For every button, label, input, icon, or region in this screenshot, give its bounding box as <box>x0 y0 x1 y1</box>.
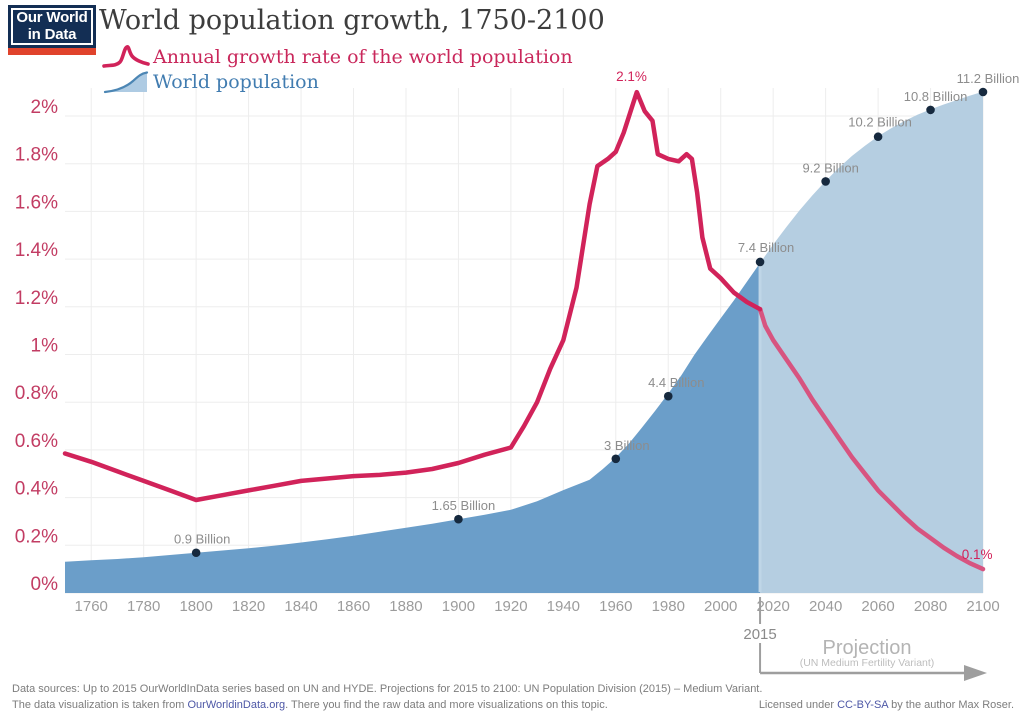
x-axis-tick-label: 1900 <box>442 598 475 615</box>
population-marker-dot <box>663 391 673 401</box>
y-axis-tick-label: 1.4% <box>15 240 58 261</box>
visualization-note-post: . There you find the raw data and more v… <box>285 699 608 711</box>
y-axis-tick-label: 1% <box>31 336 59 357</box>
population-area-projection <box>760 91 983 593</box>
population-area-historic <box>65 262 761 593</box>
population-markers: 0.9 Billion 1.65 Billion 3 Billion 4.4 Bill… <box>174 71 1020 558</box>
license-note-post: by the author Max Roser. <box>888 699 1014 711</box>
projection-label: Projection <box>823 637 912 659</box>
population-marker-label: 0.9 Billion <box>174 532 230 547</box>
projection-marker: 2015 Projection(UN Medium Fertility Varia… <box>743 597 987 681</box>
population-marker-label: 10.8 Billion <box>904 89 968 104</box>
population-marker-label: 1.65 Billion <box>432 498 496 513</box>
projection-sublabel: (UN Medium Fertility Variant) <box>800 657 935 669</box>
visualization-note-pre: The data visualization is taken from <box>12 699 188 711</box>
x-axis-tick-label: 1780 <box>127 598 160 615</box>
growth-rate-line-projection <box>757 306 986 572</box>
owid-logo-red-bar <box>8 48 96 55</box>
y-axis-tick-label: 0.2% <box>15 526 58 547</box>
y-axis-tick-label: 0% <box>31 574 59 595</box>
axes: 0% 0.2% 0.4% 0.6% 0.8% 1% 1.2% 1.4% 1.6% 1.8% 2% 17… <box>15 97 1000 615</box>
population-legend-icon <box>103 71 149 94</box>
population-marker-label: 7.4 Billion <box>738 240 794 255</box>
y-axis-tick-label: 1.6% <box>15 192 58 213</box>
x-axis-tick-label: 1880 <box>389 598 422 615</box>
owid-link[interactable]: OurWorldinData.org <box>187 699 286 711</box>
population-marker-dot <box>873 132 883 142</box>
owid-logo-line1: Our World <box>16 8 88 26</box>
population-marker-label: 3 Billion <box>604 438 650 453</box>
license-note: Licensed under CC-BY-SA by the author Ma… <box>759 699 1014 711</box>
owid-logo-line2: in Data <box>27 25 77 43</box>
x-axis-tick-label: 1860 <box>337 598 370 615</box>
x-axis-tick-label: 2020 <box>756 598 789 615</box>
growth-rate-annotation: 2.1% <box>616 69 647 84</box>
data-sources-note: Data sources: Up to 2015 OurWorldInData … <box>12 683 763 695</box>
x-axis-tick-label: 2000 <box>704 598 737 615</box>
x-axis-tick-label: 2040 <box>809 598 842 615</box>
chart-title: World population growth, 1750-2100 <box>99 5 605 36</box>
x-axis-tick-label: 1760 <box>75 598 108 615</box>
growth-rate-annotation: 0.1% <box>962 547 993 562</box>
y-axis-tick-label: 2% <box>31 97 59 118</box>
x-axis-tick-label: 1980 <box>652 598 685 615</box>
legend-label-world-population: World population <box>153 71 319 93</box>
y-axis-tick-label: 0.8% <box>15 383 58 404</box>
population-marker-label: 10.2 Billion <box>848 115 912 130</box>
x-axis-tick-label: 1800 <box>179 598 212 615</box>
population-marker-label: 4.4 Billion <box>648 375 704 390</box>
population-marker-dot <box>978 87 988 97</box>
population-marker-dot <box>926 105 935 115</box>
owid-logo-text: Our World in Data <box>11 8 93 45</box>
legend-item-world-population[interactable]: World population <box>101 70 319 94</box>
population-marker-dot <box>755 257 765 267</box>
population-marker-label: 9.2 Billion <box>802 160 858 175</box>
population-marker-label: 11.2 Billion <box>957 71 1020 86</box>
legend-label-growth-rate: Annual growth rate of the world populati… <box>153 46 573 68</box>
y-axis-tick-label: 1.2% <box>15 288 58 309</box>
legend-item-growth-rate[interactable]: Annual growth rate of the world populati… <box>101 42 573 72</box>
y-axis-tick-label: 0.6% <box>15 431 58 452</box>
x-axis-tick-label: 1820 <box>232 598 265 615</box>
population-area <box>65 91 983 593</box>
x-axis-tick-label: 1840 <box>284 598 317 615</box>
projection-arrow-head <box>964 665 987 681</box>
x-axis-tick-label: 1940 <box>547 598 580 615</box>
population-marker-dot <box>611 454 621 464</box>
visualization-note: The data visualization is taken from Our… <box>12 699 608 711</box>
owid-logo: Our World in Data <box>8 5 96 55</box>
x-axis-tick-label: 2060 <box>861 598 894 615</box>
growth-rate-line <box>62 89 763 503</box>
y-axis-tick-label: 0.4% <box>15 479 58 500</box>
population-marker-dot <box>454 514 463 524</box>
x-axis-tick-label: 1960 <box>599 598 632 615</box>
license-note-pre: Licensed under <box>758 699 838 711</box>
x-axis-tick-label: 2100 <box>966 598 999 615</box>
population-marker-dot <box>191 548 201 558</box>
population-marker-dot <box>821 177 830 186</box>
year-2015-label: 2015 <box>743 626 776 643</box>
x-axis-tick-label: 2080 <box>914 598 947 615</box>
y-axis-tick-label: 1.8% <box>15 145 58 166</box>
license-link[interactable]: CC-BY-SA <box>837 699 889 711</box>
growth-rate-legend-icon <box>102 45 150 68</box>
x-axis-tick-label: 1920 <box>494 598 527 615</box>
